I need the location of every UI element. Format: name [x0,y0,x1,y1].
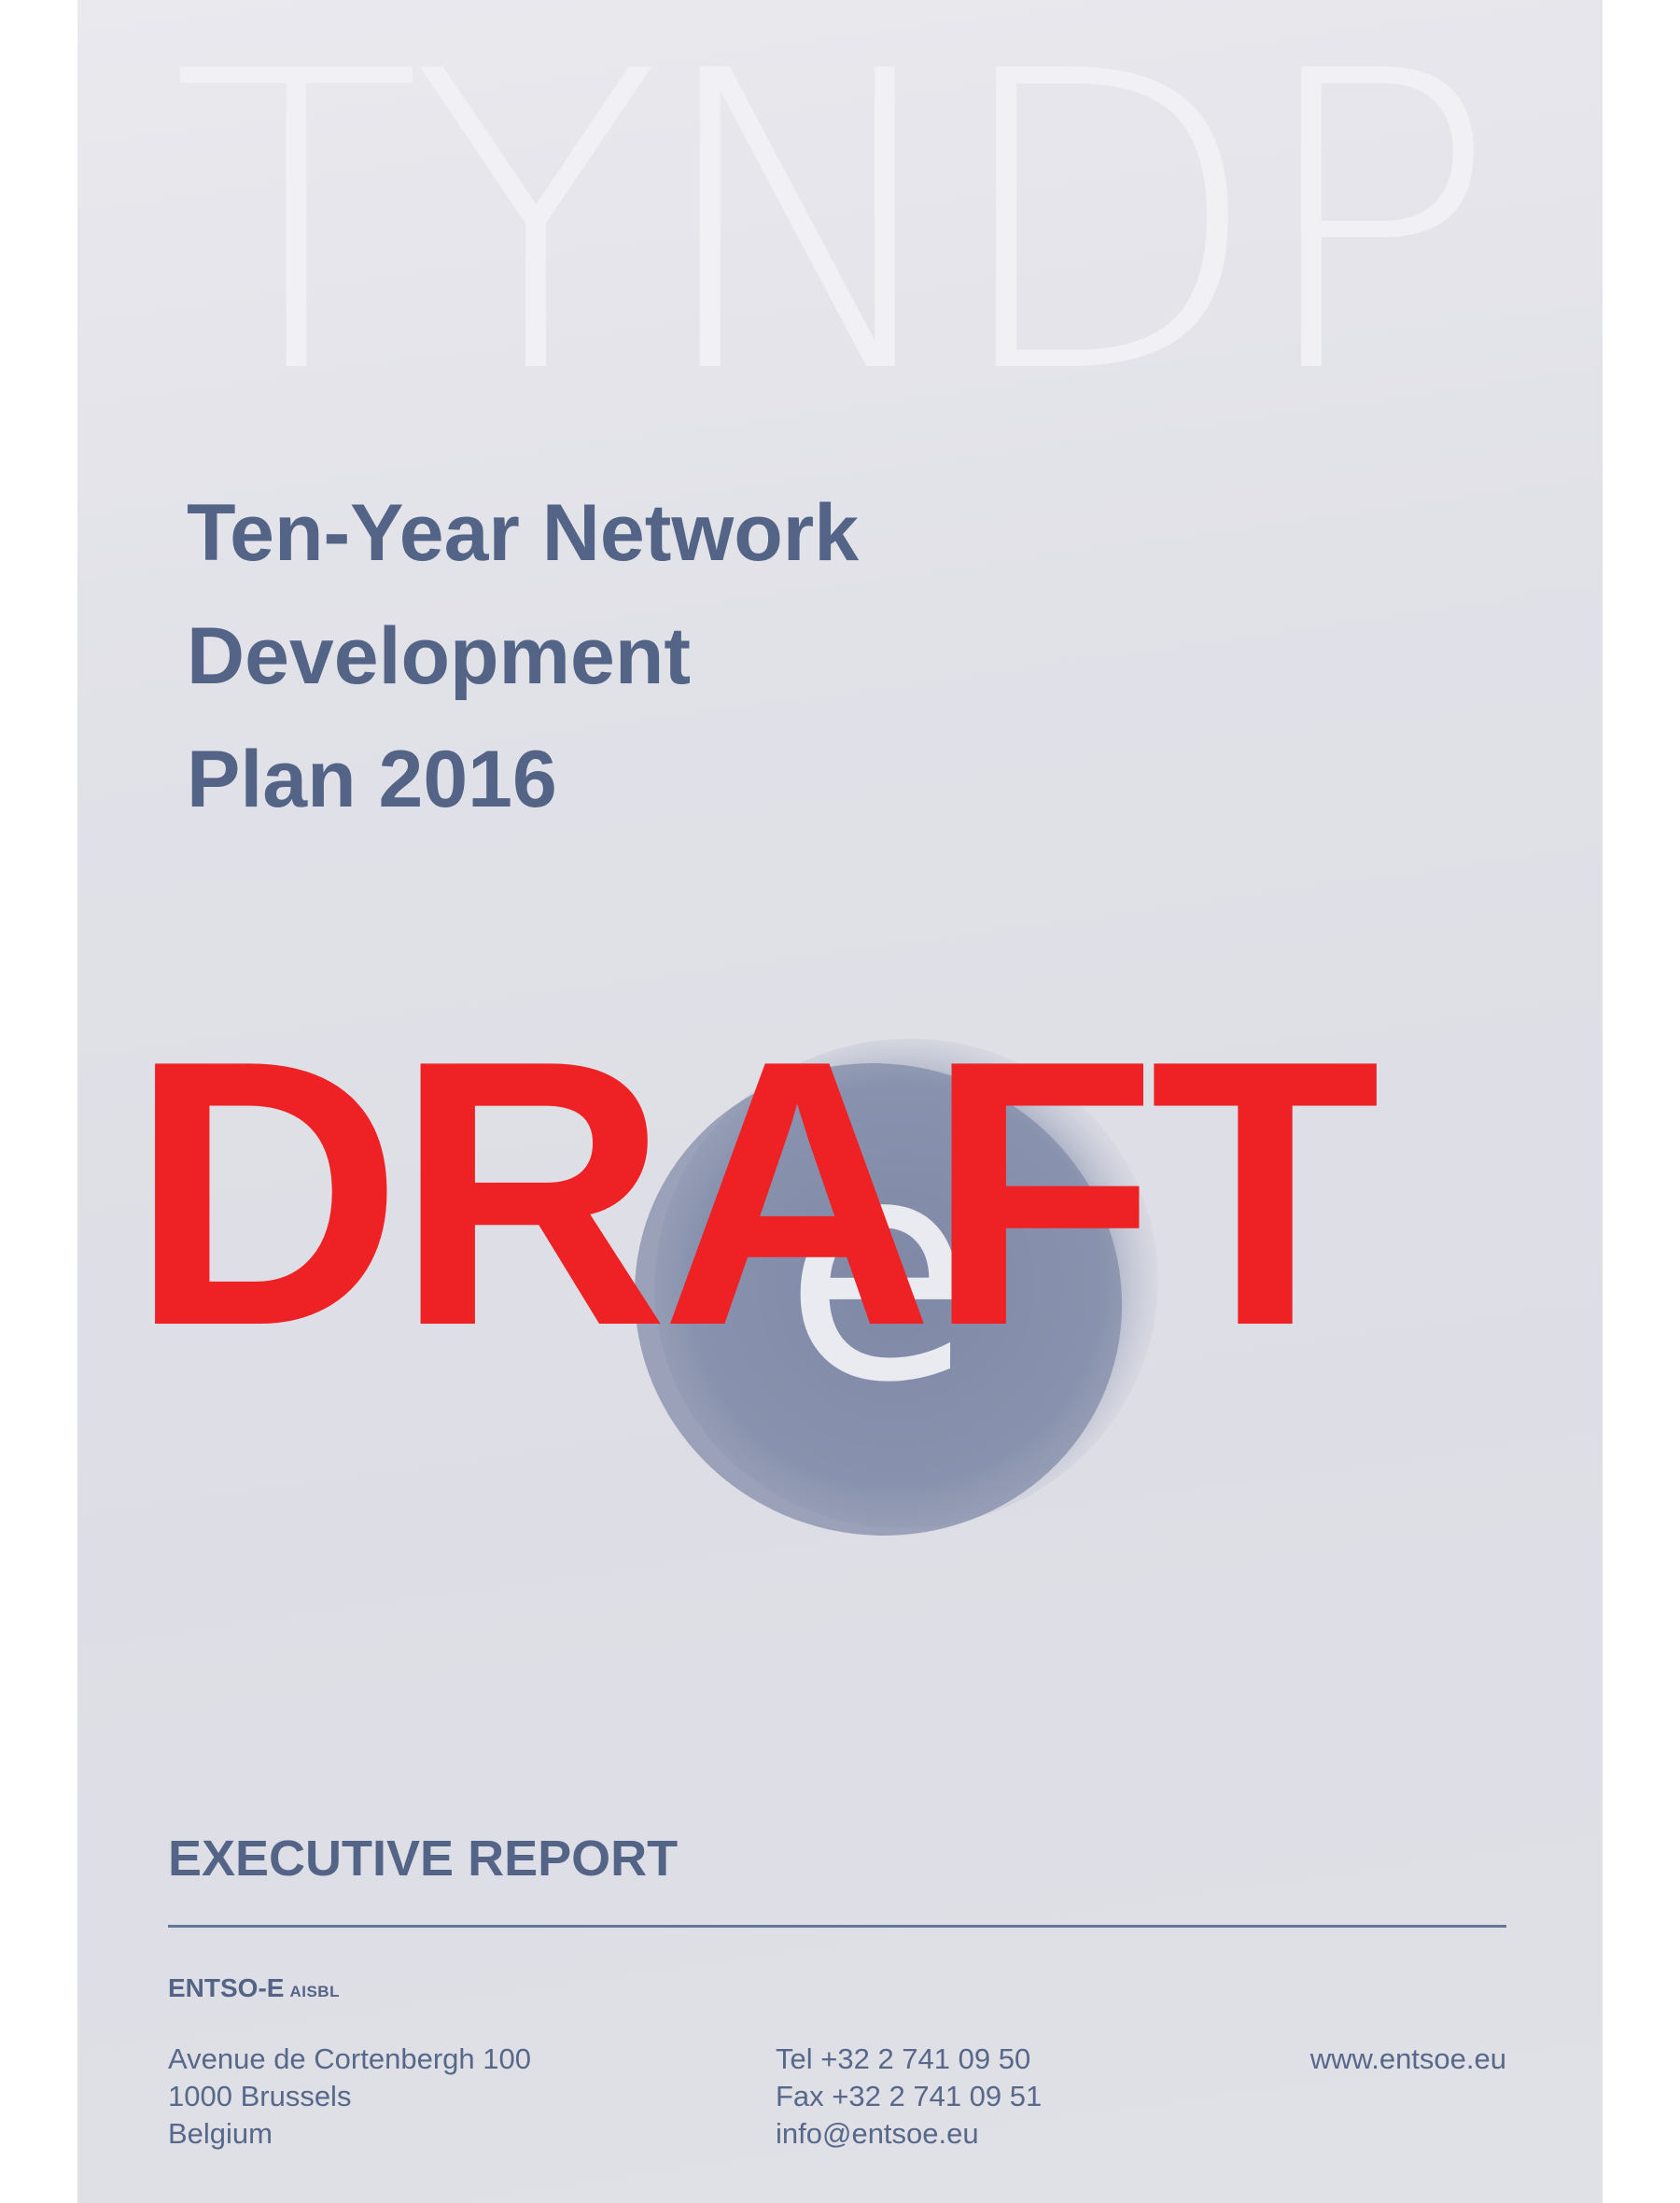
logo-halo-front [634,1063,1123,1536]
draft-stamp: DRAFT [130,981,1380,1404]
contact-phone: Tel +32 2 741 09 50 [776,2042,1031,2075]
address-city: 1000 Brussels [168,2080,352,2112]
title-line-3: Plan 2016 [187,735,557,824]
address-block: Avenue de Cortenbergh 100 1000 Brussels … [168,2041,531,2153]
website-block: www.entsoe.eu [1306,2041,1506,2078]
report-cover: TYNDP Ten-Year Network Development Plan … [77,0,1603,2203]
address-country: Belgium [168,2117,273,2150]
footer-divider [168,1925,1506,1928]
title-line-2: Development [187,611,692,701]
organization-name: ENTSO-E AISBL [168,1973,340,2003]
contact-block: Tel +32 2 741 09 50 Fax +32 2 741 09 51 … [776,2041,1042,2153]
entsoe-logo: e [634,1038,1158,1536]
org-name: ENTSO-E [168,1973,285,2002]
contact-fax: Fax +32 2 741 09 51 [776,2080,1043,2112]
website-url: www.entsoe.eu [1309,2042,1506,2075]
title-line-1: Ten-Year Network [187,488,860,578]
org-suffix: AISBL [289,1983,340,2000]
address-street: Avenue de Cortenbergh 100 [168,2042,531,2075]
contact-email: info@entsoe.eu [776,2117,979,2150]
tyndp-watermark: TYNDP [171,0,1499,463]
logo-letter: e [783,1091,973,1450]
executive-report-label: EXECUTIVE REPORT [168,1831,679,1887]
report-title: Ten-Year Network Development Plan 2016 [187,471,859,841]
